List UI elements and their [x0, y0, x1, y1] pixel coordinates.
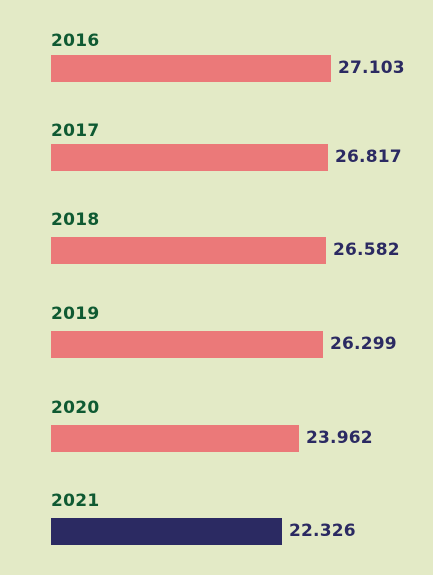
value-label: 26.582	[333, 240, 400, 260]
value-label: 26.299	[330, 334, 397, 354]
year-label: 2018	[51, 210, 100, 230]
value-label: 27.103	[338, 58, 405, 78]
year-label: 2016	[51, 31, 100, 51]
value-label: 26.817	[335, 147, 402, 167]
bar-2021	[51, 518, 282, 545]
year-label: 2017	[51, 121, 100, 141]
bar-2019	[51, 331, 323, 358]
bar-2018	[51, 237, 326, 264]
bar-2016	[51, 55, 331, 82]
year-label: 2019	[51, 304, 100, 324]
value-label: 23.962	[306, 428, 373, 448]
bar-2017	[51, 144, 328, 171]
year-label: 2021	[51, 491, 100, 511]
bar-2020	[51, 425, 299, 452]
year-label: 2020	[51, 398, 100, 418]
value-label: 22.326	[289, 521, 356, 541]
